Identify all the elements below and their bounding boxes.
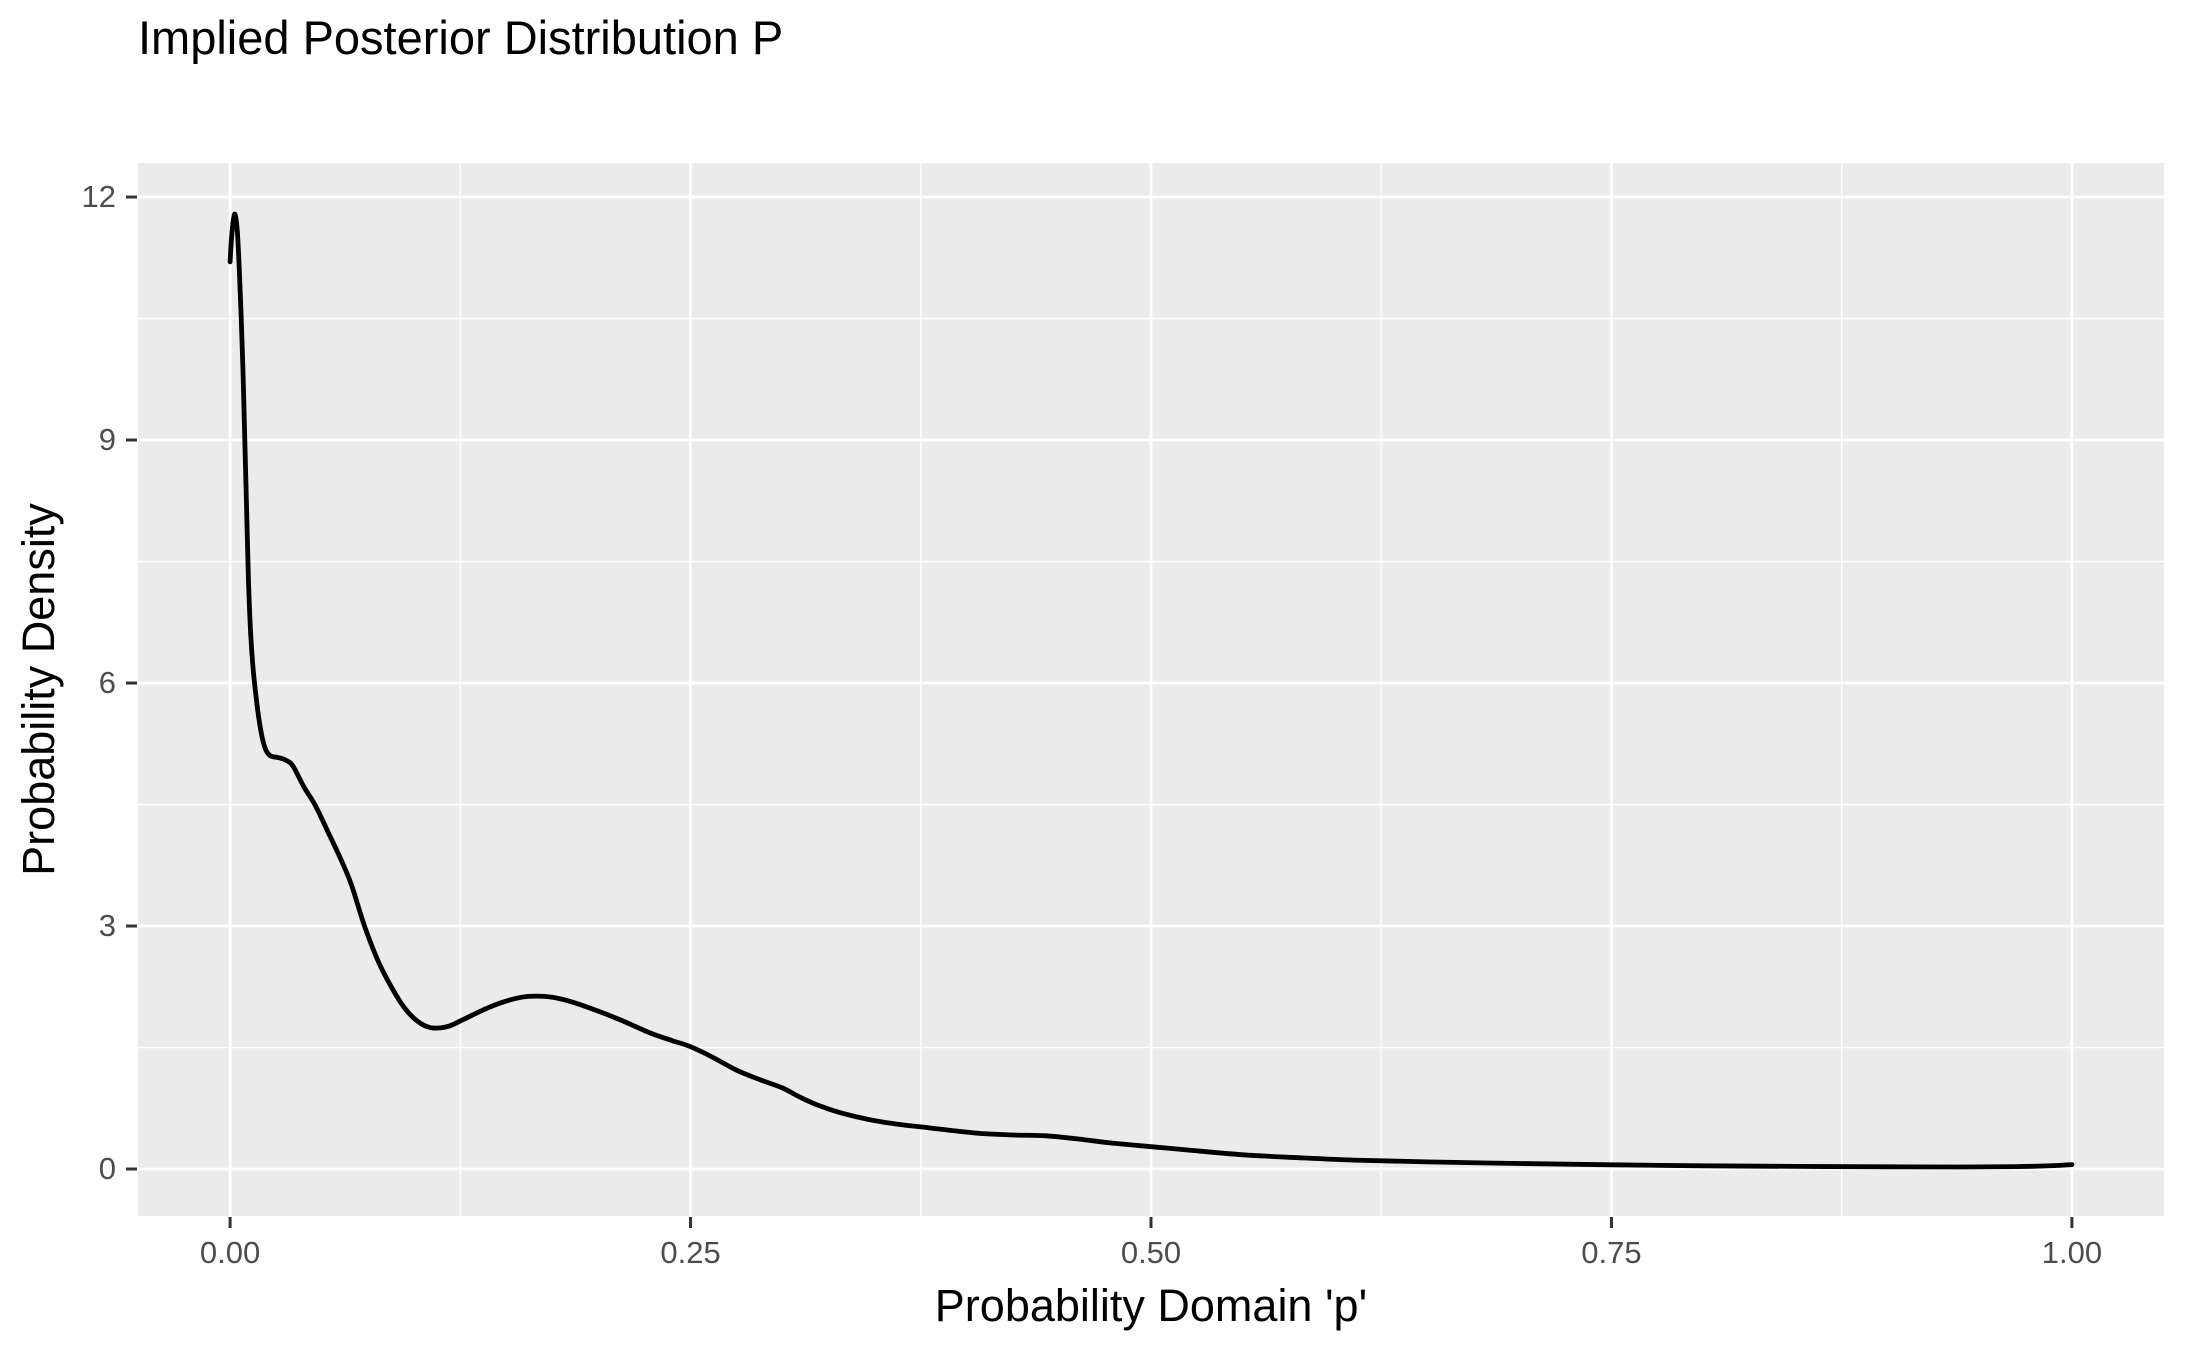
x-tick-label: 0.25 [660,1235,721,1270]
y-tick-label: 6 [98,665,116,701]
y-tick-label: 9 [98,422,116,458]
y-tick-label: 3 [98,908,116,944]
density-curve [227,211,2075,1170]
x-tick-label: 0.50 [1120,1235,1182,1270]
x-tick-label: 0.75 [1581,1235,1642,1270]
plot-title: Implied Posterior Distribution P [138,11,784,64]
x-axis-title: Probability Domain 'p' [934,1280,1368,1331]
x-tick-label: 0.00 [199,1235,261,1270]
x-tick-label: 1.00 [2041,1235,2103,1270]
y-tick-label: 12 [81,179,116,215]
y-tick-label: 0 [98,1151,116,1187]
